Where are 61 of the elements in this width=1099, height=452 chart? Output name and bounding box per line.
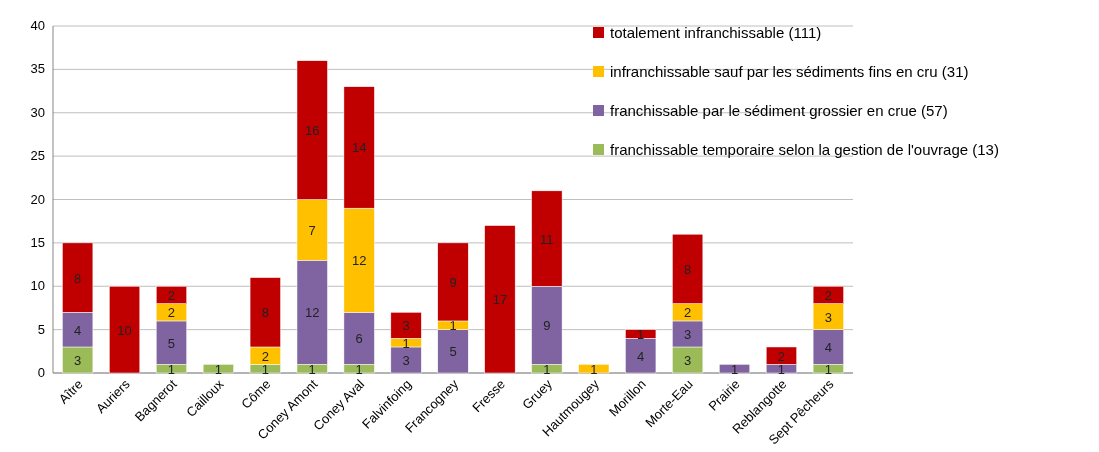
data-label: 3: [824, 309, 832, 325]
data-label: 8: [683, 261, 692, 277]
data-label: 1: [214, 361, 223, 377]
bar: [719, 364, 751, 374]
legend-label: totalement infranchissable (111): [610, 24, 822, 41]
y-tick-label: 35: [30, 61, 45, 77]
y-tick-label: 20: [30, 191, 45, 207]
data-label: 1: [355, 361, 363, 377]
data-label: 1: [402, 335, 410, 351]
y-tick-label: 15: [30, 234, 45, 250]
y-tick-label: 10: [30, 278, 45, 294]
y-tick-label: 30: [30, 104, 45, 120]
data-label: 1: [167, 361, 176, 377]
data-label: 17: [492, 292, 508, 308]
legend-label: infranchissable sauf par les sédiments fins en cru (31): [610, 63, 969, 80]
data-label: 1: [824, 361, 832, 377]
data-label: 1: [308, 361, 316, 377]
data-label: 1: [590, 361, 598, 377]
data-label: 3: [402, 352, 410, 368]
y-tick-label: 40: [30, 18, 45, 33]
data-label: 2: [777, 348, 786, 364]
data-label: 3: [683, 326, 692, 342]
data-label: 8: [261, 305, 269, 321]
data-label: 8: [74, 270, 82, 286]
data-label: 5: [167, 335, 176, 351]
data-label: 4: [74, 322, 82, 338]
data-label: 2: [261, 348, 269, 364]
data-label: 9: [543, 318, 551, 334]
data-label: 3: [683, 352, 692, 368]
bar: [578, 364, 610, 374]
bar: [202, 364, 234, 374]
data-label: 4: [637, 348, 645, 364]
bar: [484, 225, 516, 374]
data-label: 1: [261, 361, 269, 377]
data-label: 9: [449, 274, 457, 290]
legend-label: franchissable temporaire selon la gestion de l'ouvrage (13): [610, 141, 999, 158]
data-label: 14: [351, 140, 367, 156]
data-label: 1: [543, 361, 551, 377]
y-tick-label: 5: [37, 321, 45, 337]
y-tick-label: 0: [37, 365, 45, 380]
data-label: 1: [730, 361, 739, 377]
data-label: 10: [117, 322, 132, 338]
data-label: 2: [167, 287, 176, 303]
data-label: 3: [402, 318, 410, 334]
data-label: 3: [74, 352, 82, 368]
data-label: 1: [637, 326, 645, 342]
data-label: 16: [305, 123, 320, 139]
data-label: 2: [824, 287, 832, 303]
data-label: 2: [683, 305, 692, 321]
y-tick-label: 25: [30, 148, 45, 164]
data-label: 7: [308, 222, 316, 238]
data-label: 4: [824, 339, 832, 355]
data-label: 12: [351, 253, 367, 269]
data-label: 12: [305, 305, 320, 321]
bar: [109, 286, 141, 374]
data-label: 2: [167, 305, 176, 321]
data-label: 6: [355, 331, 363, 347]
data-label: 1: [777, 361, 786, 377]
data-label: 11: [540, 231, 554, 247]
data-label: 5: [449, 344, 457, 360]
legend-label: franchissable par le sédiment grossier en crue (57): [610, 102, 948, 119]
